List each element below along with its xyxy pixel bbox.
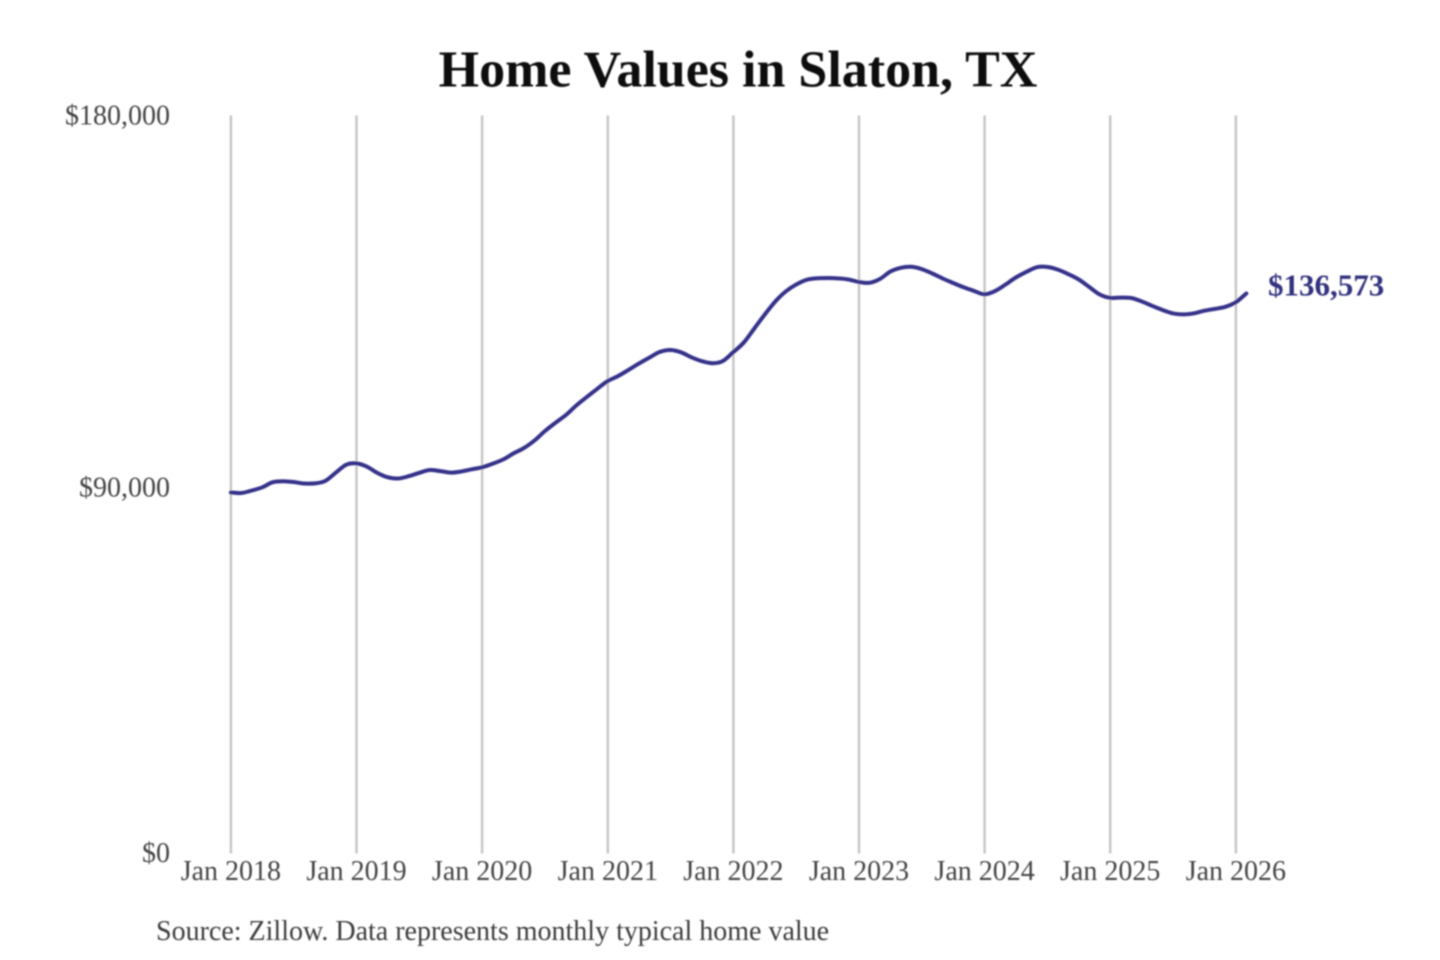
svg-text:$0: $0 (142, 838, 170, 869)
svg-text:Jan 2026: Jan 2026 (1186, 856, 1286, 887)
svg-text:$180,000: $180,000 (65, 101, 170, 132)
svg-text:Jan 2019: Jan 2019 (306, 856, 406, 887)
svg-text:Jan 2020: Jan 2020 (432, 856, 532, 887)
svg-text:Source: Zillow. Data represent: Source: Zillow. Data represents monthly … (156, 916, 829, 947)
svg-text:$90,000: $90,000 (79, 473, 170, 504)
svg-text:Jan 2024: Jan 2024 (934, 856, 1034, 887)
svg-text:Jan 2021: Jan 2021 (558, 856, 658, 887)
svg-text:Jan 2023: Jan 2023 (809, 856, 909, 887)
svg-text:Jan 2022: Jan 2022 (683, 856, 783, 887)
svg-text:Jan 2018: Jan 2018 (181, 856, 281, 887)
svg-text:Jan 2025: Jan 2025 (1060, 856, 1160, 887)
svg-text:$136,573: $136,573 (1268, 268, 1384, 303)
svg-text:Home Values in Slaton, TX: Home Values in Slaton, TX (439, 42, 1038, 99)
